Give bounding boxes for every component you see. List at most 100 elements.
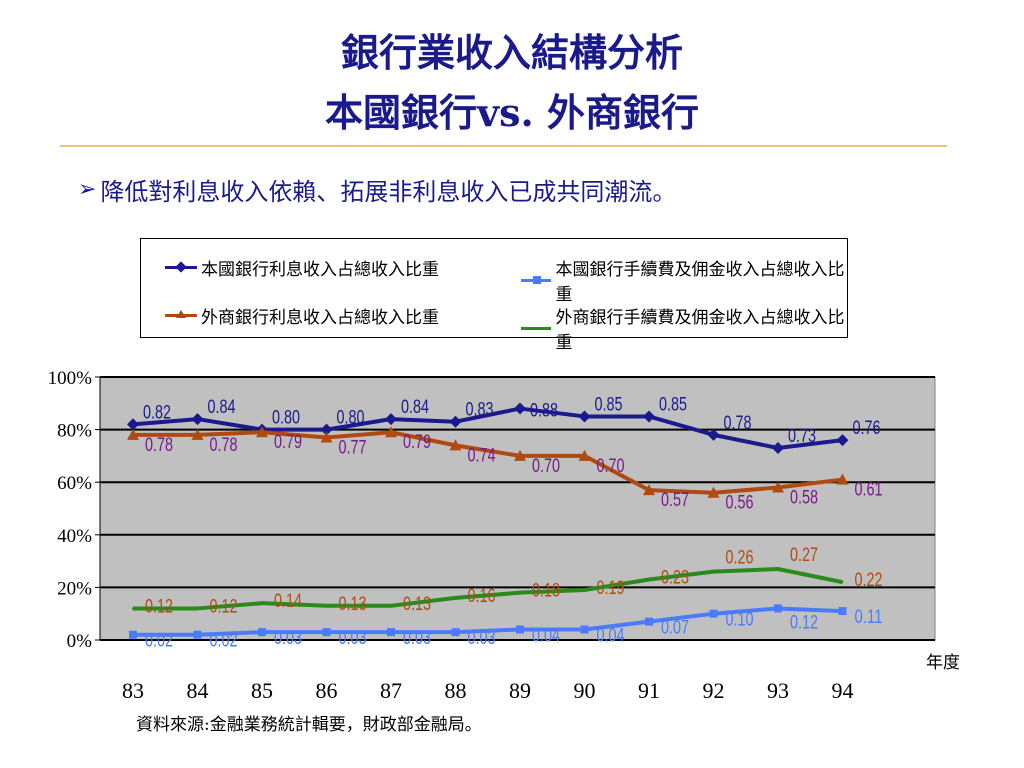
y-tick-label: 80% <box>57 421 92 442</box>
x-tick-label: 93 <box>767 678 789 703</box>
data-point <box>258 628 266 637</box>
data-label: 0.80 <box>272 408 300 429</box>
data-label: 0.78 <box>145 435 173 456</box>
data-label: 0.23 <box>661 568 689 589</box>
x-tick-label: 90 <box>574 678 596 703</box>
legend-swatch-foreign-fee <box>521 326 552 330</box>
data-label: 0.79 <box>274 432 302 453</box>
data-label: 0.12 <box>790 612 818 633</box>
bullet-text: 降低對利息收入依賴、拓展非利息收入已成共同潮流。 <box>100 178 677 206</box>
data-label: 0.04 <box>597 625 625 646</box>
data-label: 0.76 <box>853 418 881 439</box>
data-label: 0.02 <box>210 631 238 652</box>
data-point <box>838 607 847 616</box>
source-note: 資料來源:金融業務統計輯要，財政部金融局。 <box>136 715 482 735</box>
data-point <box>191 428 204 440</box>
data-label: 0.10 <box>726 610 754 631</box>
legend-swatch-foreign-interest <box>165 310 197 318</box>
data-label: 0.14 <box>274 591 302 612</box>
y-tick-label: 100% <box>48 368 93 389</box>
data-label: 0.74 <box>468 445 496 466</box>
data-point <box>449 415 462 428</box>
x-tick-label: 85 <box>251 678 273 703</box>
data-label: 0.11 <box>855 607 883 628</box>
data-label: 0.02 <box>145 631 173 652</box>
data-label: 0.78 <box>724 413 752 434</box>
data-point <box>387 628 395 637</box>
series-line-foreign-interest <box>133 430 843 495</box>
data-label: 0.04 <box>532 625 560 646</box>
data-point <box>454 596 457 599</box>
legend-swatch-domestic-interest <box>165 261 197 273</box>
data-label: 0.61 <box>855 480 883 501</box>
data-point <box>583 589 586 592</box>
x-tick-label: 83 <box>122 678 144 703</box>
data-label: 0.12 <box>210 596 238 617</box>
data-label: 0.77 <box>339 437 367 458</box>
data-label: 0.27 <box>790 545 818 566</box>
legend-swatch-domestic-fee <box>521 275 552 284</box>
data-point <box>385 413 397 426</box>
data-label: 0.73 <box>788 426 816 447</box>
x-tick-label: 94 <box>832 678 854 703</box>
data-label: 0.13 <box>403 594 431 615</box>
data-point <box>514 449 526 461</box>
data-point <box>127 428 139 440</box>
data-label: 0.85 <box>659 394 687 415</box>
data-label: 0.26 <box>726 548 754 569</box>
page-subtitle: 本國銀行vs. 外商銀行 <box>325 90 699 135</box>
data-label: 0.82 <box>143 402 171 423</box>
data-point <box>643 410 655 423</box>
data-label: 0.85 <box>595 394 623 415</box>
legend-item-foreign-interest: 外商銀行利息收入占總收入比重 <box>165 303 439 328</box>
data-label: 0.88 <box>530 401 558 422</box>
data-label: 0.83 <box>466 400 494 421</box>
data-point <box>709 609 718 618</box>
data-point <box>519 591 521 594</box>
title-divider <box>60 145 947 147</box>
data-label: 0.70 <box>532 456 560 477</box>
chart-legend: 本國銀行利息收入占總收入比重 本國銀行手續費及佣金收入占總收入比重 外商銀行利息… <box>140 238 848 352</box>
data-label: 0.70 <box>597 456 625 477</box>
data-point <box>129 630 137 639</box>
data-point <box>774 604 782 613</box>
data-label: 0.19 <box>597 578 625 599</box>
data-point <box>772 481 784 493</box>
legend-label: 外商銀行手續費及佣金收入占總收入比重 <box>555 308 845 352</box>
data-point <box>707 428 720 441</box>
series-line-domestic-fee <box>133 606 843 637</box>
x-tick-label: 86 <box>316 678 338 703</box>
y-tick-label: 40% <box>57 526 92 547</box>
data-point <box>325 604 328 607</box>
data-point <box>777 567 779 570</box>
x-tick-label: 91 <box>638 678 660 703</box>
arrow-bullet-icon: ➢ <box>78 177 97 202</box>
data-label: 0.80 <box>337 408 365 429</box>
data-label: 0.07 <box>661 618 689 639</box>
y-tick-label: 60% <box>57 473 92 494</box>
data-label: 0.03 <box>403 628 431 649</box>
y-tick-label: 0% <box>67 631 93 652</box>
x-tick-label: 92 <box>703 678 725 703</box>
data-label: 0.12 <box>145 596 173 617</box>
data-label: 0.03 <box>339 628 367 649</box>
data-label: 0.79 <box>403 432 431 453</box>
series-line-foreign-fee <box>133 566 843 611</box>
legend-label: 外商銀行利息收入占總收入比重 <box>201 308 439 327</box>
legend-label: 本國銀行利息收入占總收入比重 <box>201 260 439 279</box>
legend-label: 本國銀行手續費及佣金收入占總收入比重 <box>555 260 845 304</box>
data-point <box>451 628 460 637</box>
data-point <box>841 581 844 584</box>
x-tick-label: 88 <box>445 678 467 703</box>
data-label: 0.78 <box>210 435 238 456</box>
data-point <box>836 473 849 485</box>
data-point <box>256 426 268 438</box>
plot-area <box>99 376 936 641</box>
data-label: 0.22 <box>855 570 883 591</box>
data-point <box>449 439 462 451</box>
data-point <box>390 604 392 607</box>
data-point <box>772 442 784 455</box>
legend-item-domestic-fee: 本國銀行手續費及佣金收入占總收入比重 <box>521 255 847 305</box>
data-point <box>385 426 397 438</box>
